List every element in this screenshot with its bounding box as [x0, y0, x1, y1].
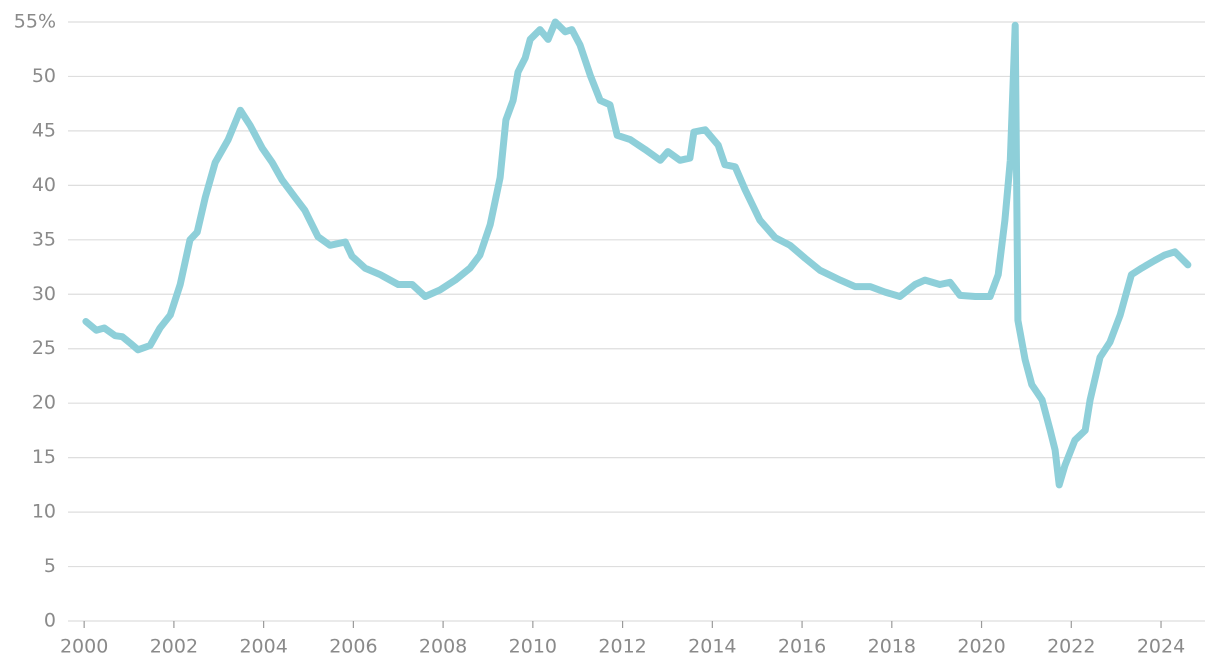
x-tick-label: 2004 — [239, 636, 287, 658]
y-tick-label: 10 — [32, 501, 56, 523]
x-tick-label: 2010 — [509, 636, 557, 658]
y-tick-label: 25 — [32, 337, 56, 359]
x-tick-label: 2012 — [598, 636, 646, 658]
x-tick-label: 2008 — [419, 636, 467, 658]
x-tick-label: 2014 — [688, 636, 736, 658]
y-tick-label: 50 — [32, 65, 56, 87]
x-tick-label: 2002 — [150, 636, 198, 658]
x-tick-label: 2024 — [1137, 636, 1185, 658]
x-tick-label: 2020 — [957, 636, 1005, 658]
y-tick-label: 40 — [32, 174, 56, 196]
x-tick-label: 2022 — [1047, 636, 1095, 658]
y-tick-label: 20 — [32, 392, 56, 414]
y-tick-label: 5 — [44, 555, 56, 577]
y-tick-label: 0 — [44, 610, 56, 632]
y-tick-label: 35 — [32, 228, 56, 250]
x-tick-label: 2016 — [778, 636, 826, 658]
data-line — [82, 18, 1192, 489]
y-tick-label: 30 — [32, 283, 56, 305]
x-tick-label: 2000 — [60, 636, 108, 658]
x-tick-label: 2006 — [329, 636, 377, 658]
y-tick-label: 55% — [14, 11, 56, 33]
y-tick-label: 15 — [32, 446, 56, 468]
x-tick-label: 2018 — [868, 636, 916, 658]
y-tick-label: 45 — [32, 119, 56, 141]
